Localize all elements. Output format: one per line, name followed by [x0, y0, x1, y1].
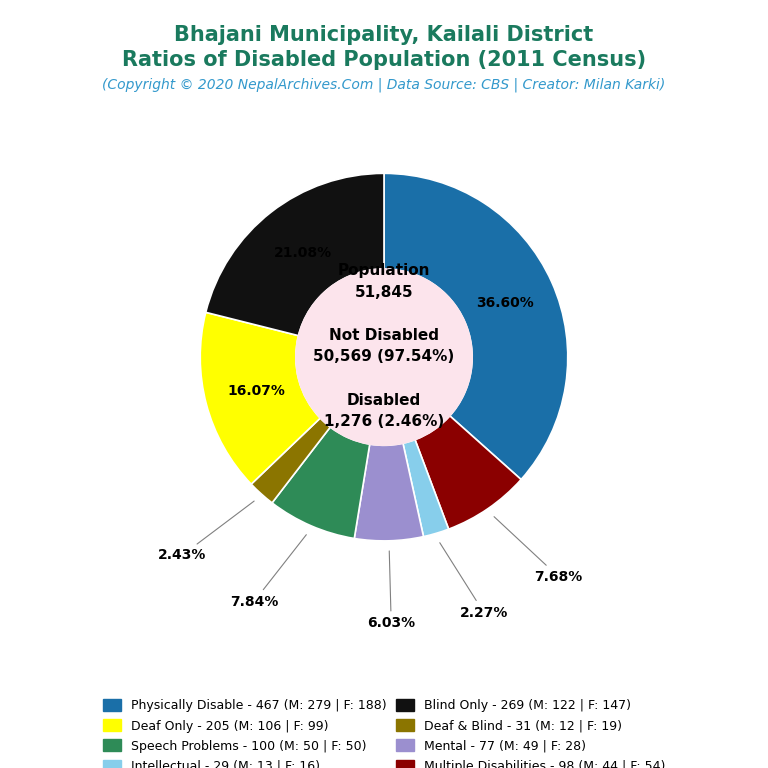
Wedge shape	[272, 427, 369, 538]
Text: 21.08%: 21.08%	[273, 246, 332, 260]
Text: 16.07%: 16.07%	[227, 384, 285, 398]
Text: 7.68%: 7.68%	[494, 517, 583, 584]
Wedge shape	[354, 443, 423, 541]
Text: Ratios of Disabled Population (2011 Census): Ratios of Disabled Population (2011 Cens…	[122, 50, 646, 70]
Wedge shape	[200, 313, 320, 484]
Wedge shape	[384, 174, 568, 479]
Text: 2.43%: 2.43%	[157, 501, 254, 562]
Circle shape	[296, 269, 472, 445]
Text: 2.27%: 2.27%	[440, 543, 508, 620]
Wedge shape	[206, 174, 384, 336]
Wedge shape	[251, 418, 330, 503]
Text: 7.84%: 7.84%	[230, 535, 306, 609]
Text: 36.60%: 36.60%	[476, 296, 534, 310]
Text: Population
51,845

Not Disabled
50,569 (97.54%)

Disabled
1,276 (2.46%): Population 51,845 Not Disabled 50,569 (9…	[313, 263, 455, 429]
Wedge shape	[403, 440, 449, 537]
Text: (Copyright © 2020 NepalArchives.Com | Data Source: CBS | Creator: Milan Karki): (Copyright © 2020 NepalArchives.Com | Da…	[102, 78, 666, 91]
Wedge shape	[415, 415, 521, 529]
Text: 6.03%: 6.03%	[367, 551, 415, 631]
Text: Bhajani Municipality, Kailali District: Bhajani Municipality, Kailali District	[174, 25, 594, 45]
Legend: Physically Disable - 467 (M: 279 | F: 188), Deaf Only - 205 (M: 106 | F: 99), Sp: Physically Disable - 467 (M: 279 | F: 18…	[103, 699, 665, 768]
